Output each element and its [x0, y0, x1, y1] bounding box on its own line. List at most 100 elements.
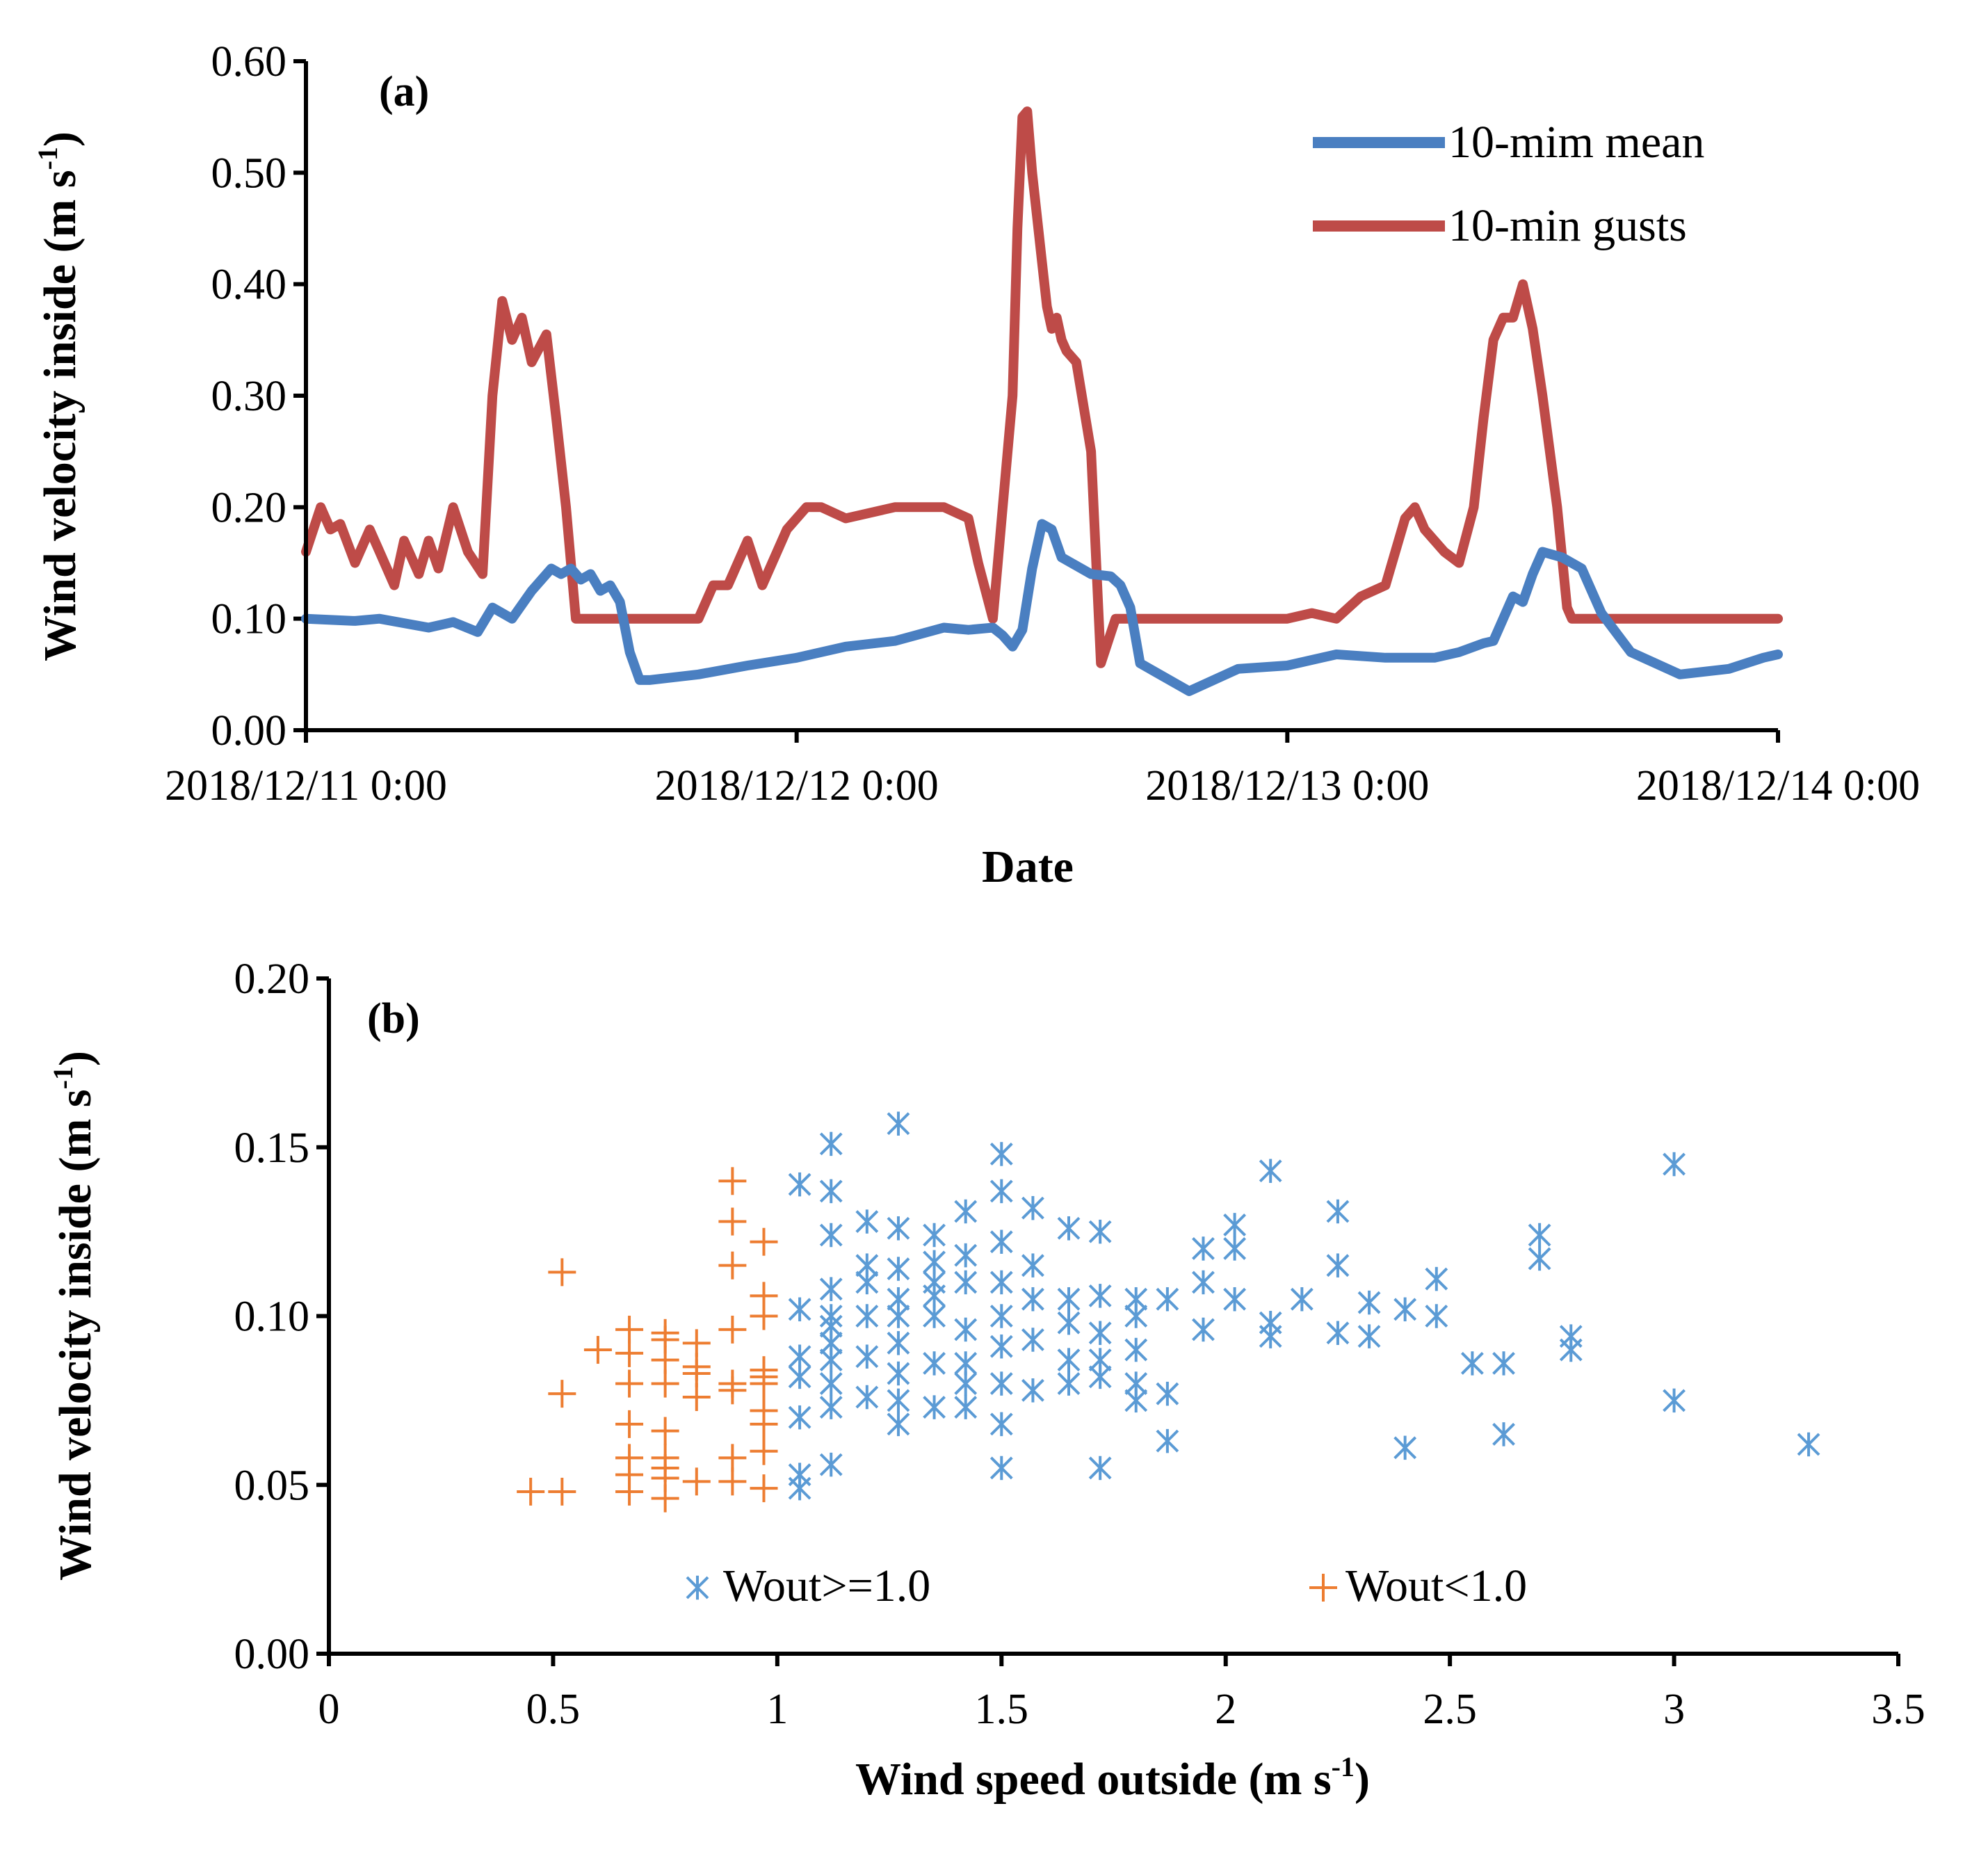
scatter-point-wout-ge-1: [1057, 1310, 1081, 1335]
panel-b-y-tick-label: 0.10: [234, 1293, 310, 1341]
series-line-10-min-gusts: [301, 106, 1783, 668]
legend-label-mean: 10-mim mean: [1448, 117, 1704, 168]
scatter-point-wout-ge-1: [788, 1172, 811, 1197]
scatter-point-wout-lt-1: [651, 1369, 679, 1398]
scatter-point-wout-ge-1: [1259, 1324, 1282, 1348]
scatter-point-wout-ge-1: [954, 1317, 978, 1342]
scatter-point-wout-ge-1: [887, 1388, 910, 1413]
scatter-point-wout-ge-1: [1528, 1223, 1551, 1248]
scatter-point-wout-lt-1: [682, 1467, 711, 1496]
scatter-point-wout-ge-1: [1425, 1266, 1448, 1291]
scatter-point-wout-ge-1: [989, 1371, 1013, 1396]
scatter-point-wout-ge-1: [954, 1270, 978, 1295]
scatter-point-wout-ge-1: [1528, 1246, 1551, 1271]
panel-a-series-lines: [301, 106, 1783, 696]
legend-asterisk-marker: [686, 1575, 709, 1600]
legend-label-wout-lt-1: Wout<1.0: [1345, 1561, 1527, 1611]
scatter-point-wout-lt-1: [517, 1477, 545, 1506]
scatter-point-wout-lt-1: [615, 1369, 644, 1398]
scatter-point-wout-lt-1: [615, 1477, 644, 1506]
scatter-point-wout-ge-1: [1021, 1253, 1044, 1277]
legend-label-gusts: 10-min gusts: [1448, 200, 1687, 251]
scatter-point-wout-ge-1: [819, 1331, 843, 1355]
scatter-point-wout-ge-1: [788, 1364, 811, 1389]
scatter-point-wout-ge-1: [1326, 1321, 1350, 1346]
scatter-point-wout-lt-1: [682, 1360, 711, 1388]
scatter-point-wout-ge-1: [989, 1334, 1013, 1359]
panel-a-y-tick-label: 0.30: [211, 373, 287, 420]
scatter-point-wout-lt-1: [718, 1167, 747, 1195]
scatter-point-wout-ge-1: [1460, 1351, 1484, 1376]
scatter-point-wout-lt-1: [548, 1258, 576, 1287]
scatter-point-wout-ge-1: [887, 1257, 910, 1281]
panel-a-y-tick-label: 0.20: [211, 484, 287, 531]
scatter-point-wout-ge-1: [989, 1179, 1013, 1204]
scatter-point-wout-lt-1: [682, 1329, 711, 1357]
scatter-point-wout-ge-1: [887, 1287, 910, 1312]
scatter-point-wout-lt-1: [548, 1380, 576, 1408]
panel-b-y-tick-label: 0.00: [234, 1631, 310, 1678]
scatter-point-wout-ge-1: [887, 1361, 910, 1386]
scatter-point-wout-ge-1: [1192, 1236, 1215, 1261]
panel-a-y-tick-label: 0.60: [211, 38, 287, 86]
scatter-point-wout-ge-1: [887, 1111, 910, 1136]
scatter-point-wout-lt-1: [750, 1474, 778, 1503]
scatter-point-wout-lt-1: [750, 1437, 778, 1465]
scatter-point-wout-ge-1: [819, 1452, 843, 1477]
scatter-point-wout-ge-1: [1124, 1304, 1148, 1328]
scatter-point-wout-ge-1: [1797, 1432, 1820, 1457]
scatter-point-wout-lt-1: [718, 1376, 747, 1405]
scatter-point-wout-ge-1: [855, 1270, 879, 1295]
panel-a-y-axis-title: Wind velocity inside (m s-1): [32, 131, 86, 661]
scatter-point-wout-ge-1: [1259, 1159, 1282, 1183]
scatter-point-wout-ge-1: [1124, 1337, 1148, 1362]
scatter-point-wout-ge-1: [887, 1331, 910, 1355]
series-line-10-mim-mean: [301, 519, 1783, 696]
legend-marker-plus: [1309, 1574, 1337, 1602]
panel-a-y-tick-label: 0.10: [211, 596, 287, 643]
scatter-point-wout-ge-1: [819, 1223, 843, 1248]
panel-b-x-tick-label: 0: [318, 1686, 340, 1733]
panel-b-label: (b): [367, 995, 420, 1042]
panel-a-label: (a): [379, 68, 429, 115]
scatter-point-wout-lt-1: [651, 1484, 679, 1513]
scatter-point-wout-ge-1: [819, 1395, 843, 1419]
scatter-point-wout-ge-1: [1088, 1219, 1112, 1244]
scatter-point-wout-ge-1: [923, 1270, 946, 1295]
scatter-point-wout-ge-1: [1156, 1287, 1179, 1312]
scatter-point-wout-ge-1: [923, 1304, 946, 1328]
scatter-point-wout-ge-1: [855, 1344, 879, 1369]
panel-b-x-ticks: 0 0.5 1 1.5 2 2.5 3 3.5: [318, 1654, 1925, 1733]
scatter-point-wout-lt-1: [750, 1369, 778, 1398]
scatter-point-wout-ge-1: [1393, 1297, 1417, 1322]
scatter-point-wout-ge-1: [1057, 1287, 1081, 1312]
scatter-point-wout-lt-1: [615, 1339, 644, 1367]
scatter-point-wout-ge-1: [887, 1216, 910, 1241]
panel-a-x-tick-label: 2018/12/13 0:00: [1145, 762, 1429, 809]
scatter-point-wout-ge-1: [954, 1371, 978, 1396]
scatter-point-wout-ge-1: [1021, 1378, 1044, 1403]
scatter-point-wout-ge-1: [1088, 1364, 1112, 1389]
legend-marker-asterisk: [686, 1575, 709, 1600]
panel-a-line-chart: (a) 0.00 0.10 0.20 0.30 0.40 0.50 0.60 2018/12…: [32, 38, 1920, 892]
scatter-point-wout-lt-1: [718, 1251, 747, 1280]
panel-b-y-ticks: 0.00 0.05 0.10 0.15 0.20: [234, 956, 329, 1678]
panel-a-y-tick-label: 0.40: [211, 261, 287, 309]
scatter-point-wout-ge-1: [1156, 1381, 1179, 1406]
scatter-point-wout-ge-1: [1357, 1290, 1381, 1315]
scatter-point-wout-ge-1: [819, 1371, 843, 1396]
scatter-point-wout-ge-1: [788, 1297, 811, 1322]
scatter-point-wout-ge-1: [1192, 1317, 1215, 1342]
scatter-point-wout-ge-1: [1357, 1324, 1381, 1348]
scatter-point-wout-ge-1: [1492, 1422, 1515, 1446]
scatter-point-wout-ge-1: [989, 1304, 1013, 1328]
scatter-point-wout-ge-1: [989, 1456, 1013, 1481]
scatter-point-wout-lt-1: [750, 1410, 778, 1438]
scatter-point-wout-ge-1: [989, 1142, 1013, 1166]
scatter-point-wout-ge-1: [1021, 1328, 1044, 1352]
scatter-point-wout-lt-1: [718, 1207, 747, 1236]
scatter-point-wout-ge-1: [1663, 1152, 1686, 1177]
scatter-point-wout-lt-1: [651, 1417, 679, 1445]
panel-b-scatter-chart: (b) 0.00 0.05 0.10 0.15 0.20 0 0.5 1 1.5 2 2.5 3 3.…: [47, 956, 1925, 1805]
